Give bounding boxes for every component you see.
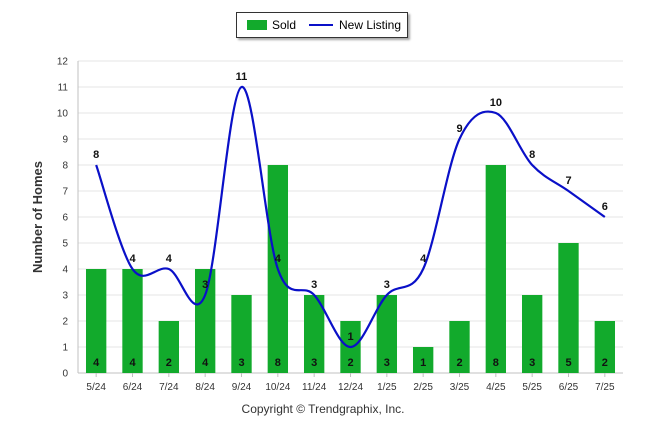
line-data-label: 4 xyxy=(129,253,136,265)
y-tick-label: 1 xyxy=(62,343,68,354)
copyright-text: Copyright © Trendgraphix, Inc. xyxy=(241,402,405,416)
legend: Sold New Listing xyxy=(236,12,408,38)
x-tick-label: 10/24 xyxy=(265,382,290,393)
y-tick-label: 3 xyxy=(62,291,68,302)
line-data-label: 8 xyxy=(93,149,99,161)
bar-data-label: 4 xyxy=(202,357,209,369)
line-new-listing xyxy=(95,85,606,349)
line-data-label: 8 xyxy=(529,149,535,161)
y-tick-label: 4 xyxy=(62,265,68,276)
bar-sold xyxy=(303,295,325,373)
line-data-label: 1 xyxy=(347,331,353,343)
bar-sold xyxy=(558,243,579,373)
x-tick-label: 9/24 xyxy=(232,382,252,393)
y-tick-label: 12 xyxy=(57,57,69,68)
legend-item-sold: Sold xyxy=(247,13,296,37)
bar-sold xyxy=(449,321,470,373)
bar-data-label: 3 xyxy=(311,357,317,369)
bar-data-label: 8 xyxy=(493,357,499,369)
line-data-label: 7 xyxy=(565,175,571,187)
y-tick-label: 6 xyxy=(62,213,68,224)
y-tick-label: 11 xyxy=(58,83,69,94)
y-tick-label: 5 xyxy=(62,239,68,250)
bar-data-label: 4 xyxy=(93,357,100,369)
y-tick-label: 8 xyxy=(62,161,68,172)
x-tick-label: 2/25 xyxy=(413,382,433,393)
legend-label-sold: Sold xyxy=(272,18,297,32)
bar-data-label: 2 xyxy=(347,357,353,369)
line-data-label: 6 xyxy=(602,201,608,213)
x-tick-label: 5/24 xyxy=(86,382,106,393)
bar-sold xyxy=(122,269,143,373)
bar-data-label: 2 xyxy=(602,357,608,369)
x-tick-label: 8/24 xyxy=(195,382,215,393)
bar-sold xyxy=(158,321,180,373)
x-tick-label: 7/25 xyxy=(595,382,615,393)
line-data-label: 4 xyxy=(166,253,173,265)
line-data-label: 3 xyxy=(202,279,208,291)
bar-data-label: 5 xyxy=(565,357,571,369)
y-tick-label: 7 xyxy=(62,187,68,198)
x-tick-label: 4/25 xyxy=(486,382,506,393)
bar-sold xyxy=(376,295,398,373)
y-axis-title: Number of Homes xyxy=(30,161,45,273)
bar-sold xyxy=(231,295,252,373)
legend-swatch-new-listing xyxy=(309,24,333,26)
bar-sold xyxy=(521,295,543,373)
bar-data-label: 3 xyxy=(238,357,244,369)
line-data-label: 4 xyxy=(420,253,427,265)
x-tick-label: 6/25 xyxy=(559,382,579,393)
bar-sold xyxy=(485,165,507,373)
bar-sold xyxy=(412,347,434,373)
x-tick-label: 7/24 xyxy=(159,382,179,393)
bar-data-label: 3 xyxy=(384,357,390,369)
y-tick-label: 10 xyxy=(57,109,69,120)
bar-data-label: 1 xyxy=(420,357,426,369)
x-tick-label: 6/24 xyxy=(123,382,143,393)
x-tick-label: 11/24 xyxy=(302,382,327,393)
line-data-label: 3 xyxy=(384,279,390,291)
line-data-label: 4 xyxy=(275,253,282,265)
line-data-label: 3 xyxy=(311,279,317,291)
x-tick-label: 1/25 xyxy=(377,382,397,393)
bar-data-label: 2 xyxy=(166,357,172,369)
x-tick-label: 3/25 xyxy=(450,382,470,393)
y-tick-label: 0 xyxy=(62,369,68,380)
bar-data-label: 8 xyxy=(275,357,281,369)
y-tick-label: 2 xyxy=(62,317,68,328)
line-data-label: 9 xyxy=(456,123,462,135)
legend-swatch-sold xyxy=(247,20,267,30)
bar-data-label: 3 xyxy=(529,357,535,369)
bar-sold xyxy=(194,269,216,373)
legend-item-new-listing: New Listing xyxy=(309,13,401,37)
y-tick-label: 9 xyxy=(62,135,68,146)
bar-sold xyxy=(85,269,107,373)
x-tick-label: 12/24 xyxy=(338,382,363,393)
line-data-label: 11 xyxy=(236,71,248,83)
bar-data-label: 4 xyxy=(129,357,136,369)
bar-sold xyxy=(594,321,616,373)
line-data-label: 10 xyxy=(490,97,502,109)
x-tick-label: 5/25 xyxy=(522,382,542,393)
legend-label-new-listing: New Listing xyxy=(339,18,402,32)
bar-data-label: 2 xyxy=(456,357,462,369)
